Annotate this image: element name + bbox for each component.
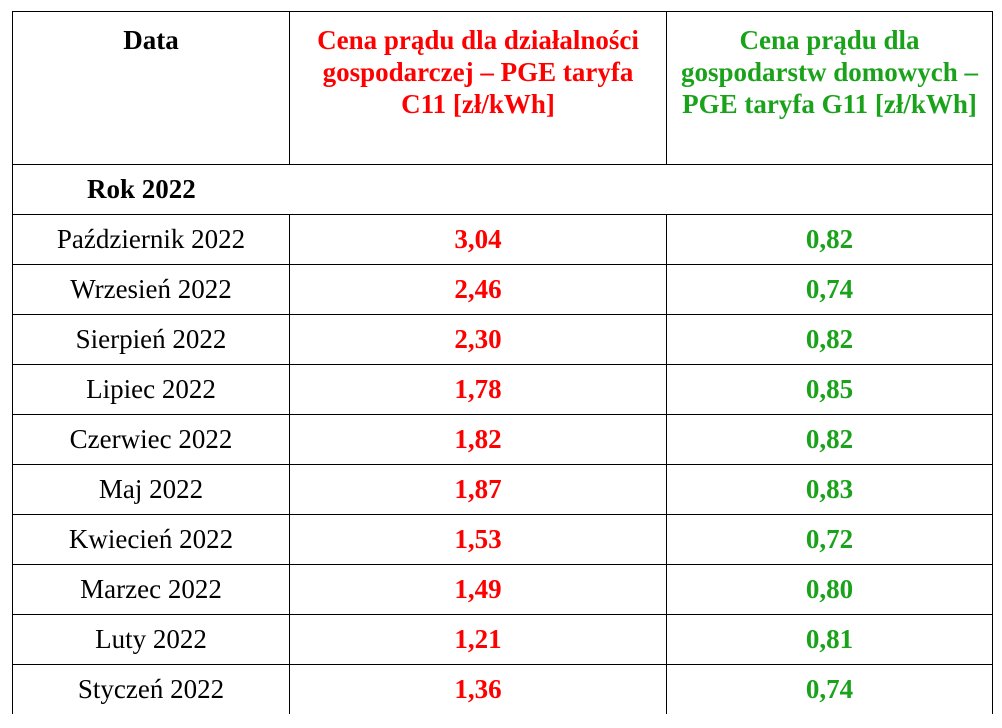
table-row: Kwiecień 2022 1,53 0,72 — [12, 514, 993, 565]
household-price-cell: 0,72 — [666, 514, 993, 565]
header-business-price: Cena prądu dla działalności gospodarczej… — [289, 11, 667, 165]
business-price-cell: 1,78 — [289, 364, 667, 415]
business-price-cell: 2,30 — [289, 314, 667, 365]
table-row: Styczeń 2022 1,36 0,74 — [12, 664, 993, 714]
household-price-cell: 0,74 — [666, 664, 993, 714]
business-price-cell: 1,87 — [289, 464, 667, 515]
table-row: Marzec 2022 1,49 0,80 — [12, 564, 993, 615]
business-price-cell: 2,46 — [289, 264, 667, 315]
header-household-price: Cena prądu dla gospodarstw domowych – PG… — [666, 11, 993, 165]
business-price-cell: 1,21 — [289, 614, 667, 665]
month-cell: Kwiecień 2022 — [12, 514, 290, 565]
year-label: Rok 2022 — [87, 174, 196, 204]
household-price-cell: 0,82 — [666, 314, 993, 365]
household-price-cell: 0,81 — [666, 614, 993, 665]
household-price-cell: 0,80 — [666, 564, 993, 615]
household-price-cell: 0,74 — [666, 264, 993, 315]
business-price-cell: 1,82 — [289, 414, 667, 465]
table-row: Wrzesień 2022 2,46 0,74 — [12, 264, 993, 315]
month-cell: Czerwiec 2022 — [12, 414, 290, 465]
month-cell: Wrzesień 2022 — [12, 264, 290, 315]
month-cell: Luty 2022 — [12, 614, 290, 665]
business-price-cell: 3,04 — [289, 214, 667, 265]
business-price-cell: 1,49 — [289, 564, 667, 615]
table-row: Październik 2022 3,04 0,82 — [12, 214, 993, 265]
electricity-price-table: Data Cena prądu dla działalności gospoda… — [12, 11, 993, 714]
business-price-cell: 1,53 — [289, 514, 667, 565]
business-price-cell: 1,36 — [289, 664, 667, 714]
table-row: Czerwiec 2022 1,82 0,82 — [12, 414, 993, 465]
household-price-cell: 0,82 — [666, 414, 993, 465]
household-price-cell: 0,85 — [666, 364, 993, 415]
household-price-cell: 0,82 — [666, 214, 993, 265]
table-row: Sierpień 2022 2,30 0,82 — [12, 314, 993, 365]
table-row: Luty 2022 1,21 0,81 — [12, 614, 993, 665]
table-row: Maj 2022 1,87 0,83 — [12, 464, 993, 515]
year-label-cell: Rok 2022 — [12, 164, 993, 215]
month-cell: Lipiec 2022 — [12, 364, 290, 415]
month-cell: Sierpień 2022 — [12, 314, 290, 365]
household-price-cell: 0,83 — [666, 464, 993, 515]
header-row: Data Cena prądu dla działalności gospoda… — [12, 11, 993, 165]
header-date: Data — [12, 11, 290, 165]
year-row: Rok 2022 — [12, 164, 993, 215]
month-cell: Marzec 2022 — [12, 564, 290, 615]
month-cell: Październik 2022 — [12, 214, 290, 265]
month-cell: Styczeń 2022 — [12, 664, 290, 714]
table-row: Lipiec 2022 1,78 0,85 — [12, 364, 993, 415]
price-table-container: Data Cena prądu dla działalności gospoda… — [12, 11, 993, 714]
month-cell: Maj 2022 — [12, 464, 290, 515]
